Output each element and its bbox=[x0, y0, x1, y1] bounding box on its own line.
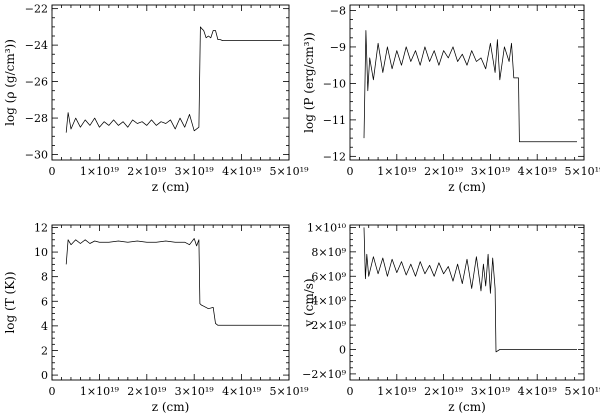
temperature-x-tick-label: 3×10¹⁹ bbox=[175, 385, 215, 398]
pressure-y-tick-label: −10 bbox=[323, 77, 346, 90]
velocity-y-tick-label: 6×10⁹ bbox=[311, 270, 346, 283]
velocity-y-tick-label: 0 bbox=[339, 343, 346, 356]
pressure-x-tick-label: 4×10¹⁹ bbox=[518, 165, 558, 178]
density-x-tick-label: 1×10¹⁹ bbox=[80, 165, 120, 178]
density-x-tick-label: 3×10¹⁹ bbox=[175, 165, 215, 178]
velocity-x-tick-label: 5×10¹⁹ bbox=[564, 385, 600, 398]
pressure-y-tick-label: −12 bbox=[323, 150, 346, 163]
density-y-tick-label: −24 bbox=[25, 39, 48, 52]
velocity-y-axis-title: v (cm/s) bbox=[302, 278, 316, 327]
temperature-y-tick-label: 2 bbox=[41, 344, 48, 357]
temperature-panel: 0 1×10¹⁹ 2×10¹⁹ 3×10¹⁹ 4×10¹⁹ 5×10¹⁹ 0 2 4 6 8 10 12… bbox=[3, 221, 309, 413]
temperature-y-tick-label: 10 bbox=[34, 246, 48, 259]
velocity-x-tick-label: 0 bbox=[347, 385, 354, 398]
temperature-y-axis-title: log (T (K)) bbox=[3, 271, 17, 333]
density-x-tick-label: 0 bbox=[49, 165, 56, 178]
temperature-y-tick-label: 12 bbox=[34, 221, 48, 234]
pressure-x-axis-title: z (cm) bbox=[448, 180, 486, 194]
temperature-series-line bbox=[65, 238, 282, 326]
pressure-y-tick-label: −9 bbox=[330, 41, 346, 54]
velocity-x-tick-label: 4×10¹⁹ bbox=[518, 385, 558, 398]
velocity-x-tick-label: 3×10¹⁹ bbox=[471, 385, 511, 398]
temperature-y-tick-label: 0 bbox=[41, 369, 48, 382]
velocity-plot-frame bbox=[349, 224, 585, 381]
velocity-series-line bbox=[363, 227, 577, 353]
temperature-x-tick-label: 0 bbox=[49, 385, 56, 398]
temperature-x-axis-title: z (cm) bbox=[152, 400, 190, 413]
velocity-y-tick-label: −2×10⁹ bbox=[302, 368, 346, 381]
temperature-y-tick-label: 8 bbox=[41, 271, 48, 284]
pressure-panel: 0 1×10¹⁹ 2×10¹⁹ 3×10¹⁹ 4×10¹⁹ 5×10¹⁹ −12 −11 −10… bbox=[302, 4, 600, 194]
pressure-y-axis-title: log (P (erg/cm³)) bbox=[302, 32, 316, 133]
density-x-tick-label: 5×10¹⁹ bbox=[269, 165, 309, 178]
pressure-x-tick-label: 1×10¹⁹ bbox=[377, 165, 417, 178]
density-x-axis-title: z (cm) bbox=[152, 180, 190, 194]
density-plot-frame bbox=[51, 4, 290, 161]
pressure-x-tick-label: 3×10¹⁹ bbox=[471, 165, 511, 178]
temperature-x-tick-label: 4×10¹⁹ bbox=[222, 385, 262, 398]
velocity-x-tick-label: 2×10¹⁹ bbox=[424, 385, 464, 398]
pressure-x-tick-label: 5×10¹⁹ bbox=[564, 165, 600, 178]
pressure-series-line bbox=[363, 30, 577, 143]
velocity-y-tick-label: 8×10⁹ bbox=[311, 246, 346, 259]
density-y-tick-label: −28 bbox=[25, 112, 48, 125]
density-x-tick-label: 4×10¹⁹ bbox=[222, 165, 262, 178]
density-x-tick-label: 2×10¹⁹ bbox=[127, 165, 167, 178]
velocity-y-tick-label: 2×10⁹ bbox=[311, 319, 346, 332]
pressure-x-tick-label: 2×10¹⁹ bbox=[424, 165, 464, 178]
velocity-panel: 0 1×10¹⁹ 2×10¹⁹ 3×10¹⁹ 4×10¹⁹ 5×10¹⁹−2×10⁹02×… bbox=[302, 221, 600, 413]
velocity-x-tick-label: 1×10¹⁹ bbox=[377, 385, 417, 398]
density-y-tick-label: −22 bbox=[25, 3, 48, 16]
temperature-x-tick-label: 5×10¹⁹ bbox=[269, 385, 309, 398]
temperature-plot-frame bbox=[51, 224, 290, 381]
velocity-y-tick-label: 1×10¹⁰ bbox=[307, 221, 347, 234]
temperature-x-tick-label: 2×10¹⁹ bbox=[127, 385, 167, 398]
pressure-x-tick-label: 0 bbox=[347, 165, 354, 178]
temperature-y-tick-label: 4 bbox=[41, 320, 48, 333]
pressure-y-tick-label: −8 bbox=[330, 4, 346, 17]
density-panel: 0 1×10¹⁹ 2×10¹⁹ 3×10¹⁹ 4×10¹⁹ 5×10¹⁹ −30 −28 −26… bbox=[3, 3, 309, 194]
density-series-line bbox=[65, 26, 282, 133]
pressure-plot-frame bbox=[349, 4, 585, 161]
velocity-y-tick-label: 4×10⁹ bbox=[311, 295, 346, 308]
temperature-y-tick-label: 6 bbox=[41, 295, 48, 308]
temperature-x-tick-label: 1×10¹⁹ bbox=[80, 385, 120, 398]
density-y-tick-label: −26 bbox=[25, 76, 48, 89]
velocity-x-axis-title: z (cm) bbox=[448, 400, 486, 413]
density-y-tick-label: −30 bbox=[25, 149, 48, 162]
density-y-axis-title: log (ρ (g/cm³)) bbox=[3, 39, 17, 126]
pressure-y-tick-label: −11 bbox=[323, 114, 346, 127]
